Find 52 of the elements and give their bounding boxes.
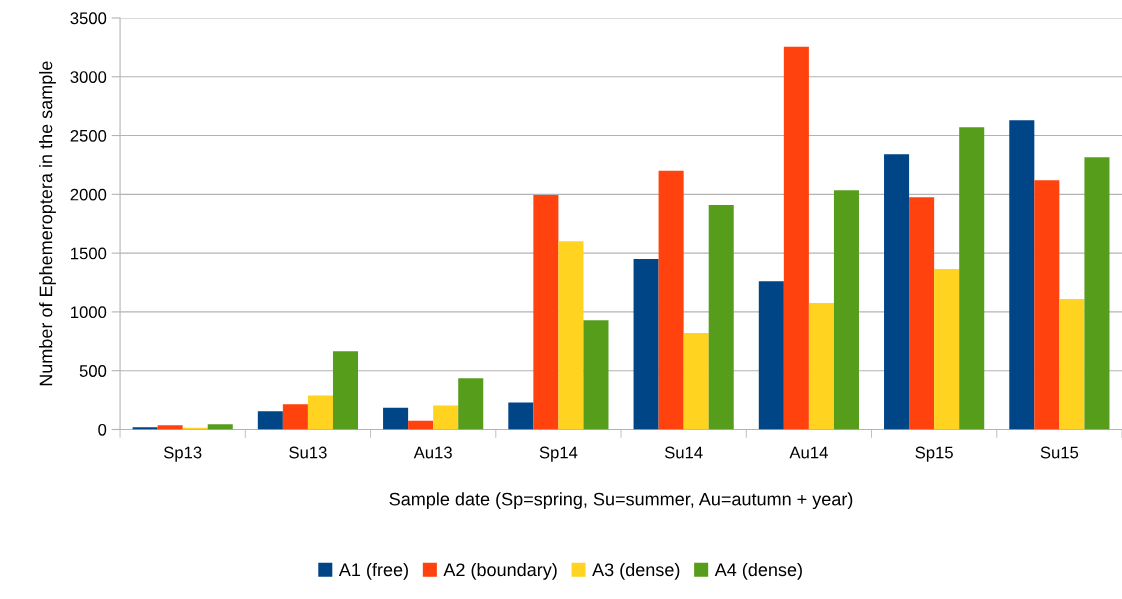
bar xyxy=(332,351,359,430)
x-tick-label: Au13 xyxy=(413,446,452,459)
bar xyxy=(282,404,308,430)
y-tick-label: 3000 xyxy=(70,71,107,83)
legend-label: A4 (dense) xyxy=(714,562,802,580)
x-tick-label: Sp13 xyxy=(163,446,202,462)
y-tick-label: 1500 xyxy=(71,247,107,260)
y-tick-label: 3500 xyxy=(70,12,107,25)
bar xyxy=(583,320,609,430)
bar xyxy=(884,154,910,430)
x-tick-label: Su14 xyxy=(664,446,703,459)
bar xyxy=(633,259,659,430)
bar xyxy=(1084,157,1110,430)
bar xyxy=(683,333,709,430)
bar xyxy=(1059,298,1085,430)
x-tick-label: Su15 xyxy=(1040,446,1079,459)
bar xyxy=(157,425,183,430)
bar xyxy=(833,190,859,430)
bar xyxy=(1009,120,1035,430)
x-tick-label: Sp15 xyxy=(915,446,953,462)
x-axis-title: Sample date (Sp=spring, Su=summer, Au=autumn + year) xyxy=(389,492,853,510)
y-tick-label: 500 xyxy=(79,365,107,377)
bar xyxy=(1034,180,1060,430)
y-tick-label: 1000 xyxy=(71,306,107,319)
bar xyxy=(909,197,935,430)
y-axis-title: Number of Ephemeroptera in the sample xyxy=(39,61,56,386)
bar xyxy=(433,405,459,430)
x-tick-label: Su13 xyxy=(289,446,327,459)
bar xyxy=(257,411,283,430)
bar xyxy=(558,241,584,430)
y-tick-label: 2000 xyxy=(70,188,107,201)
bar xyxy=(383,407,409,430)
bar xyxy=(783,46,809,430)
bar xyxy=(408,420,434,430)
legend-label: A2 (boundary) xyxy=(443,562,557,580)
bar xyxy=(533,194,559,430)
bar xyxy=(307,395,333,430)
y-tick-label: 2500 xyxy=(70,129,107,142)
legend-label: A3 (dense) xyxy=(592,562,680,580)
bar xyxy=(934,268,960,430)
bar xyxy=(207,424,233,430)
bar xyxy=(708,204,734,430)
bar xyxy=(959,127,985,430)
y-tick-label: 0 xyxy=(98,423,107,436)
legend-label: A1 (free) xyxy=(338,562,408,580)
x-tick-label: Sp14 xyxy=(539,446,578,462)
bar xyxy=(808,303,834,430)
x-tick-label: Au14 xyxy=(789,446,828,459)
bar xyxy=(758,281,784,430)
bar xyxy=(458,378,484,430)
bar xyxy=(658,170,684,430)
bar xyxy=(508,402,534,430)
